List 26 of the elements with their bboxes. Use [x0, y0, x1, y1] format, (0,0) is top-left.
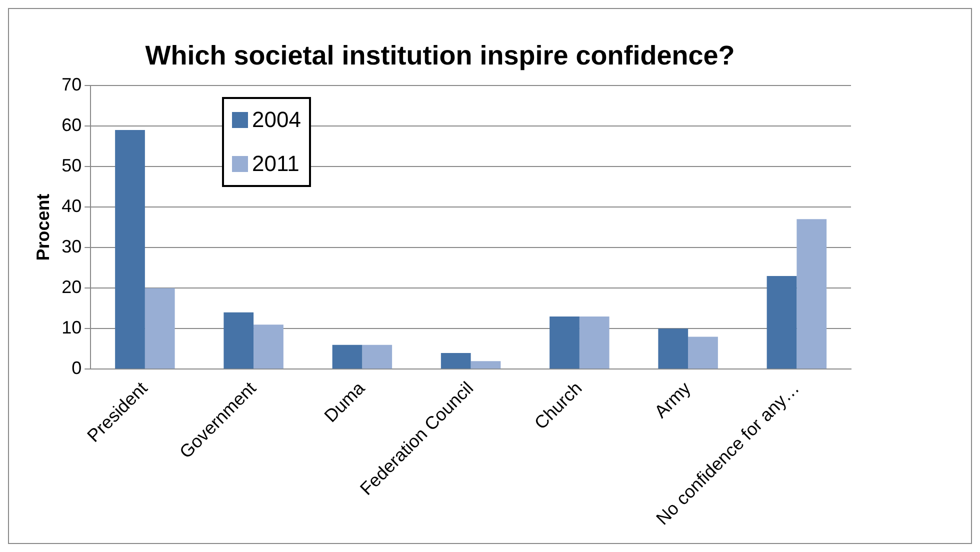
bar: [362, 344, 392, 369]
y-tick-label: 70: [62, 74, 82, 94]
bar: [332, 344, 362, 369]
bar: [688, 336, 718, 369]
y-tick-label: 10: [62, 318, 82, 338]
bar: [254, 324, 284, 369]
legend-label: 2004: [252, 107, 301, 133]
y-tick-label: 40: [62, 196, 82, 216]
legend-label: 2011: [252, 151, 300, 177]
y-axis-title: Procent: [32, 194, 53, 261]
bar: [470, 361, 501, 369]
y-tick-label: 50: [62, 155, 82, 176]
y-tick-label: 60: [62, 114, 82, 135]
bar: [440, 352, 471, 369]
bar: [550, 316, 580, 369]
bar: [796, 219, 827, 369]
bar: [144, 288, 175, 369]
bar: [766, 276, 797, 369]
bar: [224, 312, 254, 369]
bar: [115, 130, 145, 369]
y-tick-label: 30: [62, 236, 82, 257]
bar: [579, 316, 610, 369]
y-tick-label: 20: [62, 277, 82, 298]
bar: [658, 328, 688, 369]
y-tick-label: 0: [72, 358, 82, 378]
chart-title: Which societal institution inspire confidence?: [145, 40, 735, 71]
